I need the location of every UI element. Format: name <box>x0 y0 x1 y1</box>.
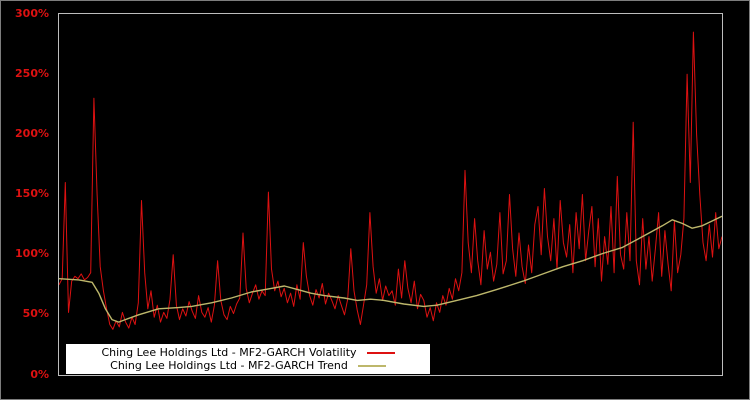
legend-item-volatility: Ching Lee Holdings Ltd - MF2-GARCH Volat… <box>66 346 430 359</box>
legend: Ching Lee Holdings Ltd - MF2-GARCH Volat… <box>65 343 431 375</box>
y-tick-label: 200% <box>15 126 49 140</box>
legend-label-volatility: Ching Lee Holdings Ltd - MF2-GARCH Volat… <box>101 346 357 359</box>
volatility-line <box>59 31 722 330</box>
y-axis: 0% 50% 100% 150% 200% 250% 300% <box>1 1 57 399</box>
chart-svg <box>59 31 722 330</box>
legend-line-sample-volatility <box>366 351 395 354</box>
legend-item-trend: Ching Lee Holdings Ltd - MF2-GARCH Trend <box>66 359 430 372</box>
y-tick-label: 0% <box>30 367 49 381</box>
legend-label-trend: Ching Lee Holdings Ltd - MF2-GARCH Trend <box>110 359 348 372</box>
plot-area <box>58 13 723 376</box>
y-tick-label: 250% <box>15 66 49 80</box>
y-tick-label: 300% <box>15 6 49 20</box>
legend-line-sample-trend <box>357 364 386 367</box>
trend-line <box>59 215 722 323</box>
y-tick-label: 100% <box>15 247 49 261</box>
y-tick-label: 150% <box>15 187 49 200</box>
y-tick-label: 50% <box>22 307 49 321</box>
